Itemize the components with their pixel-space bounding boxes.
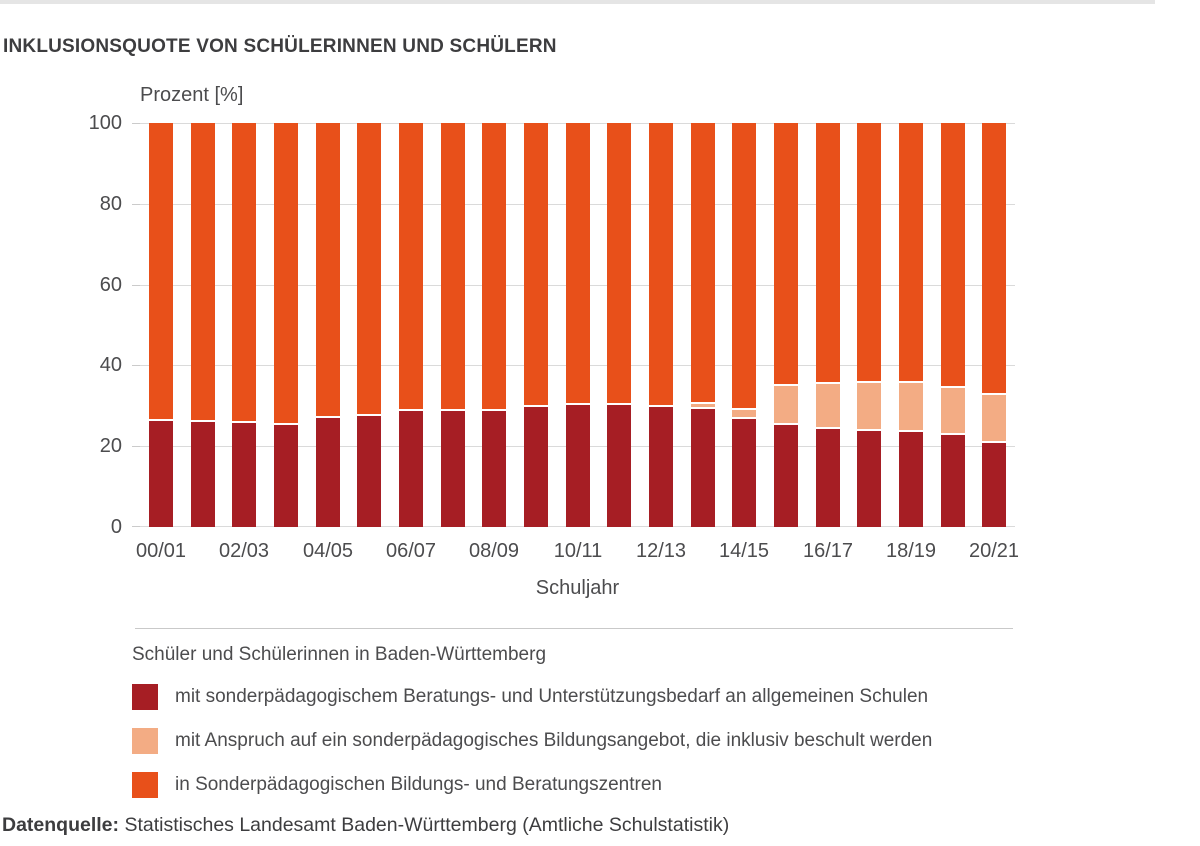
y-tick-100 bbox=[132, 123, 140, 124]
bar-17-18-segment-0 bbox=[857, 430, 881, 527]
bar-05-06-segment-2 bbox=[357, 123, 381, 417]
x-tick-label-14-15: 14/15 bbox=[718, 540, 770, 562]
y-tick-80 bbox=[132, 204, 140, 205]
bar-03-04-segment-2 bbox=[274, 123, 298, 426]
y-tick-20 bbox=[132, 446, 140, 447]
y-tick-label-100: 100 bbox=[88, 112, 122, 134]
legend-item-sbbz: in Sonderpädagogischen Bildungs- und Ber… bbox=[132, 772, 932, 798]
y-tick-label-20: 20 bbox=[99, 435, 122, 457]
bar-01-02-segment-2 bbox=[191, 123, 215, 423]
bar-08-09-segment-2 bbox=[482, 123, 506, 412]
bar-20-21-segment-0 bbox=[982, 443, 1006, 527]
y-tick-40 bbox=[132, 365, 140, 366]
bar-19-20-segment-0 bbox=[941, 435, 965, 527]
bar-04-05-segment-2 bbox=[316, 123, 340, 418]
x-tick-label-08-09: 08/09 bbox=[468, 540, 520, 562]
bar-13-14-segment-2 bbox=[691, 123, 715, 404]
legend-label-sbbz: in Sonderpädagogischen Bildungs- und Ber… bbox=[175, 774, 662, 795]
bar-16-17-segment-2 bbox=[816, 123, 840, 385]
bar-18-19-segment-2 bbox=[899, 123, 923, 384]
y-axis-title: Prozent [%] bbox=[140, 84, 244, 106]
y-tick-label-0: 0 bbox=[110, 516, 122, 538]
bar-04-05-segment-0 bbox=[316, 417, 340, 527]
x-tick-label-10-11: 10/11 bbox=[553, 540, 603, 562]
legend-separator bbox=[135, 628, 1013, 629]
bar-14-15-segment-0 bbox=[732, 418, 756, 527]
bar-15-16-segment-2 bbox=[774, 123, 798, 386]
x-axis-title: Schuljahr bbox=[535, 577, 620, 599]
bar-13-14-segment-0 bbox=[691, 408, 715, 527]
bar-07-08-segment-0 bbox=[441, 411, 465, 527]
bar-13-14-segment-1 bbox=[691, 403, 715, 409]
bar-09-10-segment-0 bbox=[524, 407, 548, 527]
bar-01-02-segment-0 bbox=[191, 422, 215, 527]
bar-15-16-segment-0 bbox=[774, 425, 798, 527]
x-tick-label-18-19: 18/19 bbox=[885, 540, 937, 562]
bar-06-07-segment-0 bbox=[399, 411, 423, 527]
y-tick-0 bbox=[132, 526, 140, 527]
x-tick-label-06-07: 06/07 bbox=[385, 540, 437, 562]
legend-label-general-schools: mit sonderpädagogischem Beratungs- und U… bbox=[175, 686, 929, 707]
y-tick-60 bbox=[132, 285, 140, 286]
bar-06-07-segment-2 bbox=[399, 123, 423, 412]
bar-17-18-segment-2 bbox=[857, 123, 881, 383]
bar-07-08-segment-2 bbox=[441, 123, 465, 412]
bar-11-12-segment-0 bbox=[607, 404, 631, 527]
data-source-text: Statistisches Landesamt Baden-Württember… bbox=[119, 814, 730, 836]
bar-00-01-segment-2 bbox=[149, 123, 173, 421]
legend: Schüler und Schülerinnen in Baden-Württe… bbox=[132, 644, 932, 798]
top-divider bbox=[0, 0, 1155, 4]
bar-18-19-segment-0 bbox=[899, 432, 923, 527]
legend-title: Schüler und Schülerinnen in Baden-Württe… bbox=[132, 644, 547, 665]
legend-item-inclusive-schooling: mit Anspruch auf ein sonderpädagogisches… bbox=[132, 728, 932, 754]
bar-11-12-segment-2 bbox=[607, 123, 631, 405]
x-tick-label-04-05: 04/05 bbox=[302, 540, 354, 562]
bar-16-17-segment-1 bbox=[816, 384, 840, 429]
legend-swatch-orange bbox=[132, 772, 158, 798]
y-tick-label-80: 80 bbox=[99, 193, 122, 215]
legend-swatch-peach bbox=[132, 728, 158, 754]
plot-area: 0 20 40 60 80 100 00/01 02/03 04/05 06/07 08/09 10/… bbox=[89, 112, 1019, 562]
bar-18-19-segment-1 bbox=[899, 383, 923, 433]
bar-20-21-segment-2 bbox=[982, 123, 1006, 396]
x-tick-label-20-21: 20/21 bbox=[968, 540, 1020, 562]
x-tick-label-12-13: 12/13 bbox=[635, 540, 687, 562]
y-tick-label-40: 40 bbox=[99, 354, 122, 376]
bar-17-18-segment-1 bbox=[857, 382, 881, 431]
bar-02-03-segment-2 bbox=[232, 123, 256, 424]
bar-00-01-segment-0 bbox=[149, 420, 173, 527]
chart-title: INKLUSIONSQUOTE VON SCHÜLERINNEN UND SCH… bbox=[3, 36, 557, 57]
x-tick-label-16-17: 16/17 bbox=[802, 540, 854, 562]
bar-15-16-segment-1 bbox=[774, 386, 798, 426]
bar-19-20-segment-1 bbox=[941, 388, 965, 436]
bar-14-15-segment-2 bbox=[732, 123, 756, 410]
legend-item-general-schools: mit sonderpädagogischem Beratungs- und U… bbox=[132, 684, 932, 710]
data-source: Datenquelle: Statistisches Landesamt Bad… bbox=[2, 814, 729, 837]
bar-08-09-segment-0 bbox=[482, 411, 506, 527]
bar-10-11-segment-0 bbox=[566, 404, 590, 527]
bar-12-13-segment-2 bbox=[649, 123, 673, 407]
bar-14-15-segment-1 bbox=[732, 409, 756, 419]
y-tick-label-60: 60 bbox=[99, 274, 122, 296]
bar-16-17-segment-0 bbox=[816, 428, 840, 527]
legend-label-inclusive-schooling: mit Anspruch auf ein sonderpädagogisches… bbox=[175, 730, 933, 751]
x-tick-label-02-03: 02/03 bbox=[218, 540, 270, 562]
bar-10-11-segment-2 bbox=[566, 123, 590, 405]
bar-19-20-segment-2 bbox=[941, 123, 965, 389]
legend-swatch-dark-red bbox=[132, 684, 158, 710]
bar-03-04-segment-0 bbox=[274, 425, 298, 527]
data-source-label: Datenquelle: bbox=[2, 814, 120, 836]
bar-02-03-segment-0 bbox=[232, 423, 256, 527]
bar-05-06-segment-0 bbox=[357, 416, 381, 527]
bar-12-13-segment-0 bbox=[649, 406, 673, 527]
x-tick-label-00-01: 00/01 bbox=[135, 540, 187, 562]
bar-20-21-segment-1 bbox=[982, 395, 1006, 444]
bar-09-10-segment-2 bbox=[524, 123, 548, 408]
